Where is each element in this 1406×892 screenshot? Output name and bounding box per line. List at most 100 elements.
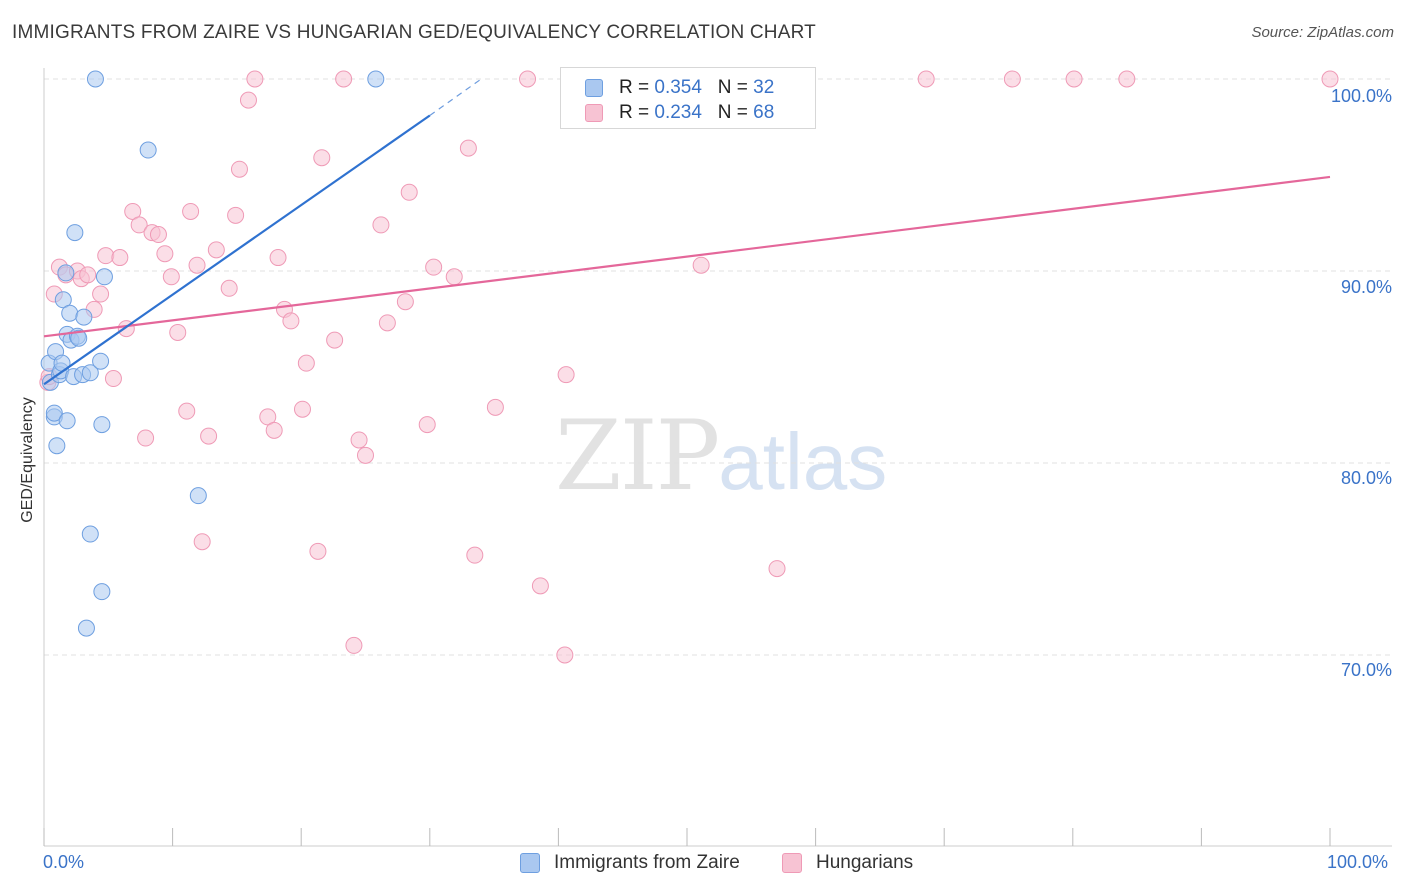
point-hungarians	[130, 216, 148, 234]
point-hungarians	[459, 139, 477, 157]
point-hungarians	[531, 577, 549, 595]
watermark-zip: ZIP	[555, 400, 720, 512]
point-zaire	[367, 70, 385, 88]
point-hungarians	[418, 416, 436, 434]
point-hungarians	[425, 258, 443, 276]
x-tick-label-max: 100.0%	[1327, 852, 1389, 872]
point-hungarians	[79, 266, 97, 284]
legend-r-label: R =	[619, 102, 655, 123]
point-hungarians	[137, 429, 155, 447]
point-hungarians	[345, 636, 363, 654]
point-hungarians	[1118, 70, 1136, 88]
point-zaire	[95, 268, 113, 286]
point-hungarians	[466, 546, 484, 564]
point-zaire	[93, 416, 111, 434]
point-hungarians	[335, 70, 353, 88]
point-zaire	[93, 583, 111, 601]
point-hungarians	[97, 247, 115, 265]
point-zaire	[139, 141, 157, 159]
bottom-legend-label-zaire: Immigrants from Zaire	[554, 852, 740, 873]
y-tick-label-90: 90.0%	[1340, 277, 1392, 297]
point-hungarians	[239, 91, 257, 109]
point-zaire	[61, 304, 79, 322]
point-zaire	[86, 70, 104, 88]
point-hungarians	[372, 216, 390, 234]
point-hungarians	[227, 206, 245, 224]
bottom-legend-swatch-zaire	[520, 853, 540, 873]
point-hungarians	[207, 241, 225, 259]
correlation-legend: R = 0.354 N = 32 R = 0.234 N = 68	[560, 67, 816, 129]
point-zaire	[57, 264, 75, 282]
legend-r-label: R =	[619, 77, 655, 98]
watermark: ZIPatlas	[555, 400, 887, 512]
point-hungarians	[111, 249, 129, 267]
point-zaire	[77, 619, 95, 637]
point-hungarians	[357, 446, 374, 464]
point-zaire	[70, 329, 88, 347]
point-hungarians	[1065, 70, 1083, 88]
point-hungarians	[269, 249, 287, 267]
bottom-legend-label-hungarians: Hungarians	[816, 852, 914, 873]
point-hungarians	[350, 431, 368, 449]
point-zaire	[45, 404, 63, 422]
chart-title: IMMIGRANTS FROM ZAIRE VS HUNGARIAN GED/E…	[12, 22, 816, 43]
point-hungarians	[282, 312, 300, 330]
point-hungarians	[1321, 70, 1339, 88]
bottom-legend-swatch-hungarians	[782, 853, 802, 873]
legend-n-label: N =	[717, 77, 754, 98]
point-hungarians	[156, 245, 174, 263]
point-hungarians	[149, 226, 167, 244]
point-hungarians	[188, 256, 206, 274]
point-hungarians	[297, 354, 315, 372]
point-hungarians	[557, 366, 575, 384]
point-hungarians	[768, 560, 786, 578]
source-credit: Source: ZipAtlas.com	[1251, 24, 1394, 41]
point-hungarians	[220, 279, 238, 297]
point-hungarians	[486, 398, 504, 416]
point-hungarians	[396, 293, 414, 311]
point-hungarians	[200, 427, 218, 445]
trendline-hungarians	[43, 175, 1331, 338]
point-hungarians	[178, 402, 196, 420]
point-hungarians	[230, 160, 248, 178]
point-zaire	[92, 352, 110, 370]
legend-n-value: 68	[753, 102, 775, 123]
point-hungarians	[326, 331, 344, 349]
y-tick-label-100: 100.0%	[1330, 86, 1392, 106]
point-zaire	[48, 437, 66, 455]
point-hungarians	[162, 268, 180, 286]
point-hungarians	[445, 268, 463, 286]
point-hungarians	[1003, 70, 1021, 88]
point-zaire	[66, 224, 84, 242]
point-hungarians	[104, 370, 122, 388]
point-hungarians	[246, 70, 264, 88]
point-hungarians	[917, 70, 935, 88]
point-hungarians	[193, 533, 211, 551]
legend-n-value: 32	[753, 77, 775, 98]
y-tick-label-80: 80.0%	[1340, 468, 1392, 488]
point-hungarians	[400, 183, 418, 201]
trendline-zaire	[43, 114, 431, 386]
point-hungarians	[309, 542, 327, 560]
x-tick-label-min: 0.0%	[43, 852, 85, 872]
trendline-zaire-extension	[429, 78, 482, 116]
point-hungarians	[378, 314, 396, 332]
point-zaire	[75, 308, 93, 326]
point-hungarians	[519, 70, 537, 88]
point-hungarians	[293, 400, 311, 418]
point-zaire	[189, 487, 207, 505]
legend-swatch-hungarians	[585, 104, 603, 122]
legend-r-value: 0.354	[654, 77, 702, 98]
point-hungarians	[265, 421, 283, 439]
watermark-atlas: atlas	[718, 417, 888, 506]
point-hungarians	[182, 202, 200, 220]
point-zaire	[81, 364, 99, 382]
legend-r-value: 0.234	[654, 102, 702, 123]
legend-n-label: N =	[717, 102, 754, 123]
point-hungarians	[92, 285, 110, 303]
point-hungarians	[556, 646, 574, 664]
point-zaire	[81, 525, 99, 543]
point-hungarians	[692, 256, 710, 274]
legend-swatch-zaire	[585, 79, 603, 97]
